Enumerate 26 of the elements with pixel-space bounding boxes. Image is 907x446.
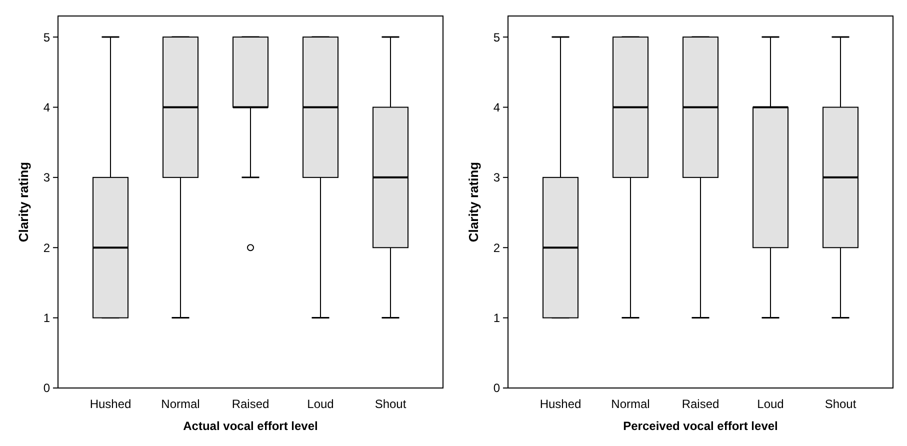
y-tick-label: 4 <box>43 100 50 114</box>
y-tick-label: 0 <box>493 381 500 396</box>
y-tick-label: 3 <box>43 170 50 185</box>
x-tick-label: Raised <box>232 397 270 411</box>
x-tick-label: Normal <box>611 397 650 411</box>
x-tick-label: Normal <box>161 397 200 411</box>
y-tick-label: 1 <box>493 311 500 326</box>
x-tick-label: Loud <box>757 397 784 411</box>
x-axis-title: Actual vocal effort level <box>183 419 318 433</box>
y-tick-label: 5 <box>493 30 500 44</box>
x-tick-label: Hushed <box>540 397 582 411</box>
y-tick-label: 4 <box>493 100 500 114</box>
x-tick-label: Shout <box>824 397 857 411</box>
y-tick-label: 3 <box>493 170 500 185</box>
y-axis-title: Clarity rating <box>16 162 31 242</box>
y-tick-label: 0 <box>43 381 50 396</box>
y-axis-title: Clarity rating <box>466 162 481 242</box>
x-tick-label: Raised <box>682 397 720 411</box>
x-tick-label: Shout <box>374 397 407 411</box>
y-tick-label: 1 <box>43 311 50 326</box>
x-axis-title: Perceived vocal effort level <box>623 419 778 433</box>
x-tick-label: Loud <box>307 397 334 411</box>
x-tick-label: Hushed <box>90 397 132 411</box>
y-tick-label: 2 <box>43 240 50 255</box>
y-tick-label: 5 <box>43 30 50 44</box>
y-tick-label: 2 <box>493 240 500 255</box>
